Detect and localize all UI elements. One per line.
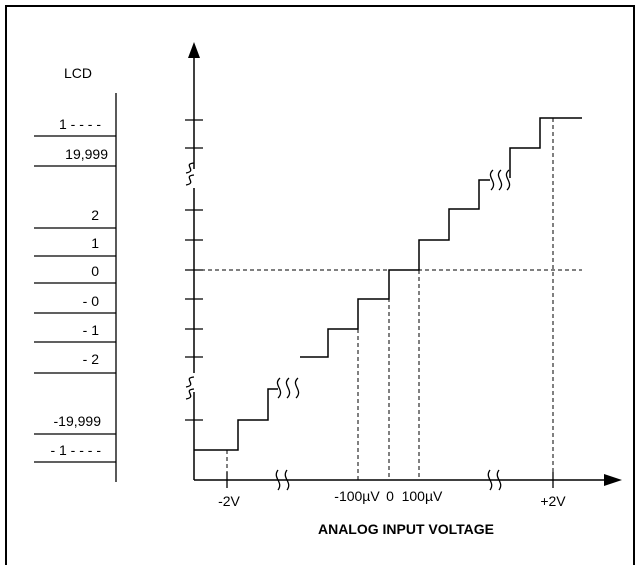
lcd-reading: 19,999 (65, 146, 108, 162)
x-tick-label: -2V (218, 493, 240, 509)
y-axis-arrowhead (188, 42, 200, 58)
x-axis-break-mark (487, 469, 502, 491)
lcd-reading: 1 - - - - (59, 116, 101, 132)
staircase-lower-segment (194, 388, 278, 451)
x-axis: -2V -100µV 0 100µV +2V ANALOG INPUT VOLT… (194, 469, 622, 537)
lcd-reading: - 1 - - - - (50, 442, 101, 458)
lcd-scale: LCD 1 - - - - 19,999 2 1 0 - 0 - 1 - 2 -… (34, 65, 117, 482)
lcd-reading: -19,999 (54, 413, 102, 429)
staircase-middle-segment (300, 179, 490, 358)
x-tick-label: -100µV (334, 488, 380, 504)
x-axis-arrowhead (604, 474, 622, 486)
staircase-upper-segment (509, 117, 582, 178)
y-axis-break-mark (185, 162, 195, 186)
staircase-break-mark (276, 377, 300, 399)
lcd-reading: 0 (91, 263, 99, 279)
x-tick-label: 0 (386, 488, 394, 504)
staircase-curve (194, 117, 582, 451)
lcd-divider-lines (34, 135, 116, 463)
x-axis-title: ANALOG INPUT VOLTAGE (318, 521, 494, 537)
y-axis-break-mark (185, 376, 195, 400)
lcd-reading: 1 (91, 235, 99, 251)
figure-frame (5, 5, 635, 565)
lcd-reading: - 1 (83, 322, 100, 338)
y-axis-ticks (185, 119, 203, 421)
dashed-guides (194, 118, 582, 480)
x-tick-label: +2V (540, 493, 566, 509)
lcd-reading: - 0 (83, 293, 100, 309)
lcd-reading: 2 (91, 207, 99, 223)
x-axis-break-mark (275, 469, 290, 491)
y-axis (185, 42, 203, 480)
lcd-header: LCD (64, 65, 92, 81)
x-tick-label: 100µV (402, 488, 443, 504)
staircase-break-mark (489, 169, 511, 191)
lcd-reading: - 2 (83, 351, 100, 367)
